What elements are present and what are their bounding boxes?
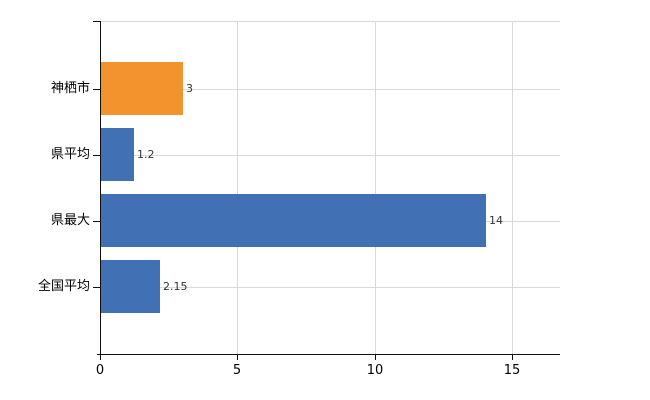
- bar-県最大: [101, 194, 486, 247]
- bar-全国平均: [101, 260, 160, 313]
- y-axis-tick: [93, 221, 100, 222]
- plot-top-border: [100, 21, 560, 22]
- bar-value-label: 2.15: [163, 280, 188, 293]
- category-label: 県最大: [50, 213, 90, 228]
- gridline-horizontal: [100, 155, 560, 156]
- x-axis-tick: [237, 354, 238, 360]
- bar-県平均: [101, 128, 134, 181]
- gridline-vertical: [237, 21, 238, 354]
- y-axis-tick: [93, 155, 100, 156]
- y-axis-line: [100, 21, 101, 360]
- x-axis-tick: [100, 354, 101, 360]
- y-axis-top-tick: [93, 21, 100, 22]
- bar-value-label: 3: [186, 82, 193, 95]
- x-tick-label: 0: [95, 363, 105, 378]
- x-axis-tick: [375, 354, 376, 360]
- gridline-vertical: [375, 21, 376, 354]
- x-axis-line: [97, 354, 560, 355]
- bar-value-label: 1.2: [137, 148, 155, 161]
- y-axis-tick: [93, 287, 100, 288]
- category-label: 神栖市: [50, 81, 90, 96]
- bar-value-label: 14: [489, 214, 503, 227]
- x-tick-label: 10: [366, 363, 384, 378]
- category-label: 全国平均: [37, 279, 90, 294]
- y-axis-tick: [93, 89, 100, 90]
- x-tick-label: 5: [232, 363, 242, 378]
- x-axis-tick: [512, 354, 513, 360]
- x-tick-label: 15: [503, 363, 521, 378]
- gridline-horizontal: [100, 89, 560, 90]
- category-label: 県平均: [50, 147, 90, 162]
- gridline-horizontal: [100, 287, 560, 288]
- bar-神栖市: [101, 62, 183, 115]
- gridline-vertical: [512, 21, 513, 354]
